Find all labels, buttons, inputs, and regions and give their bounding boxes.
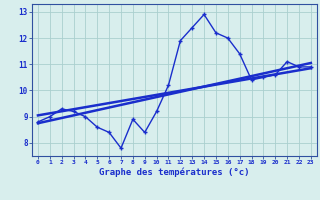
X-axis label: Graphe des températures (°c): Graphe des températures (°c) xyxy=(99,168,250,177)
